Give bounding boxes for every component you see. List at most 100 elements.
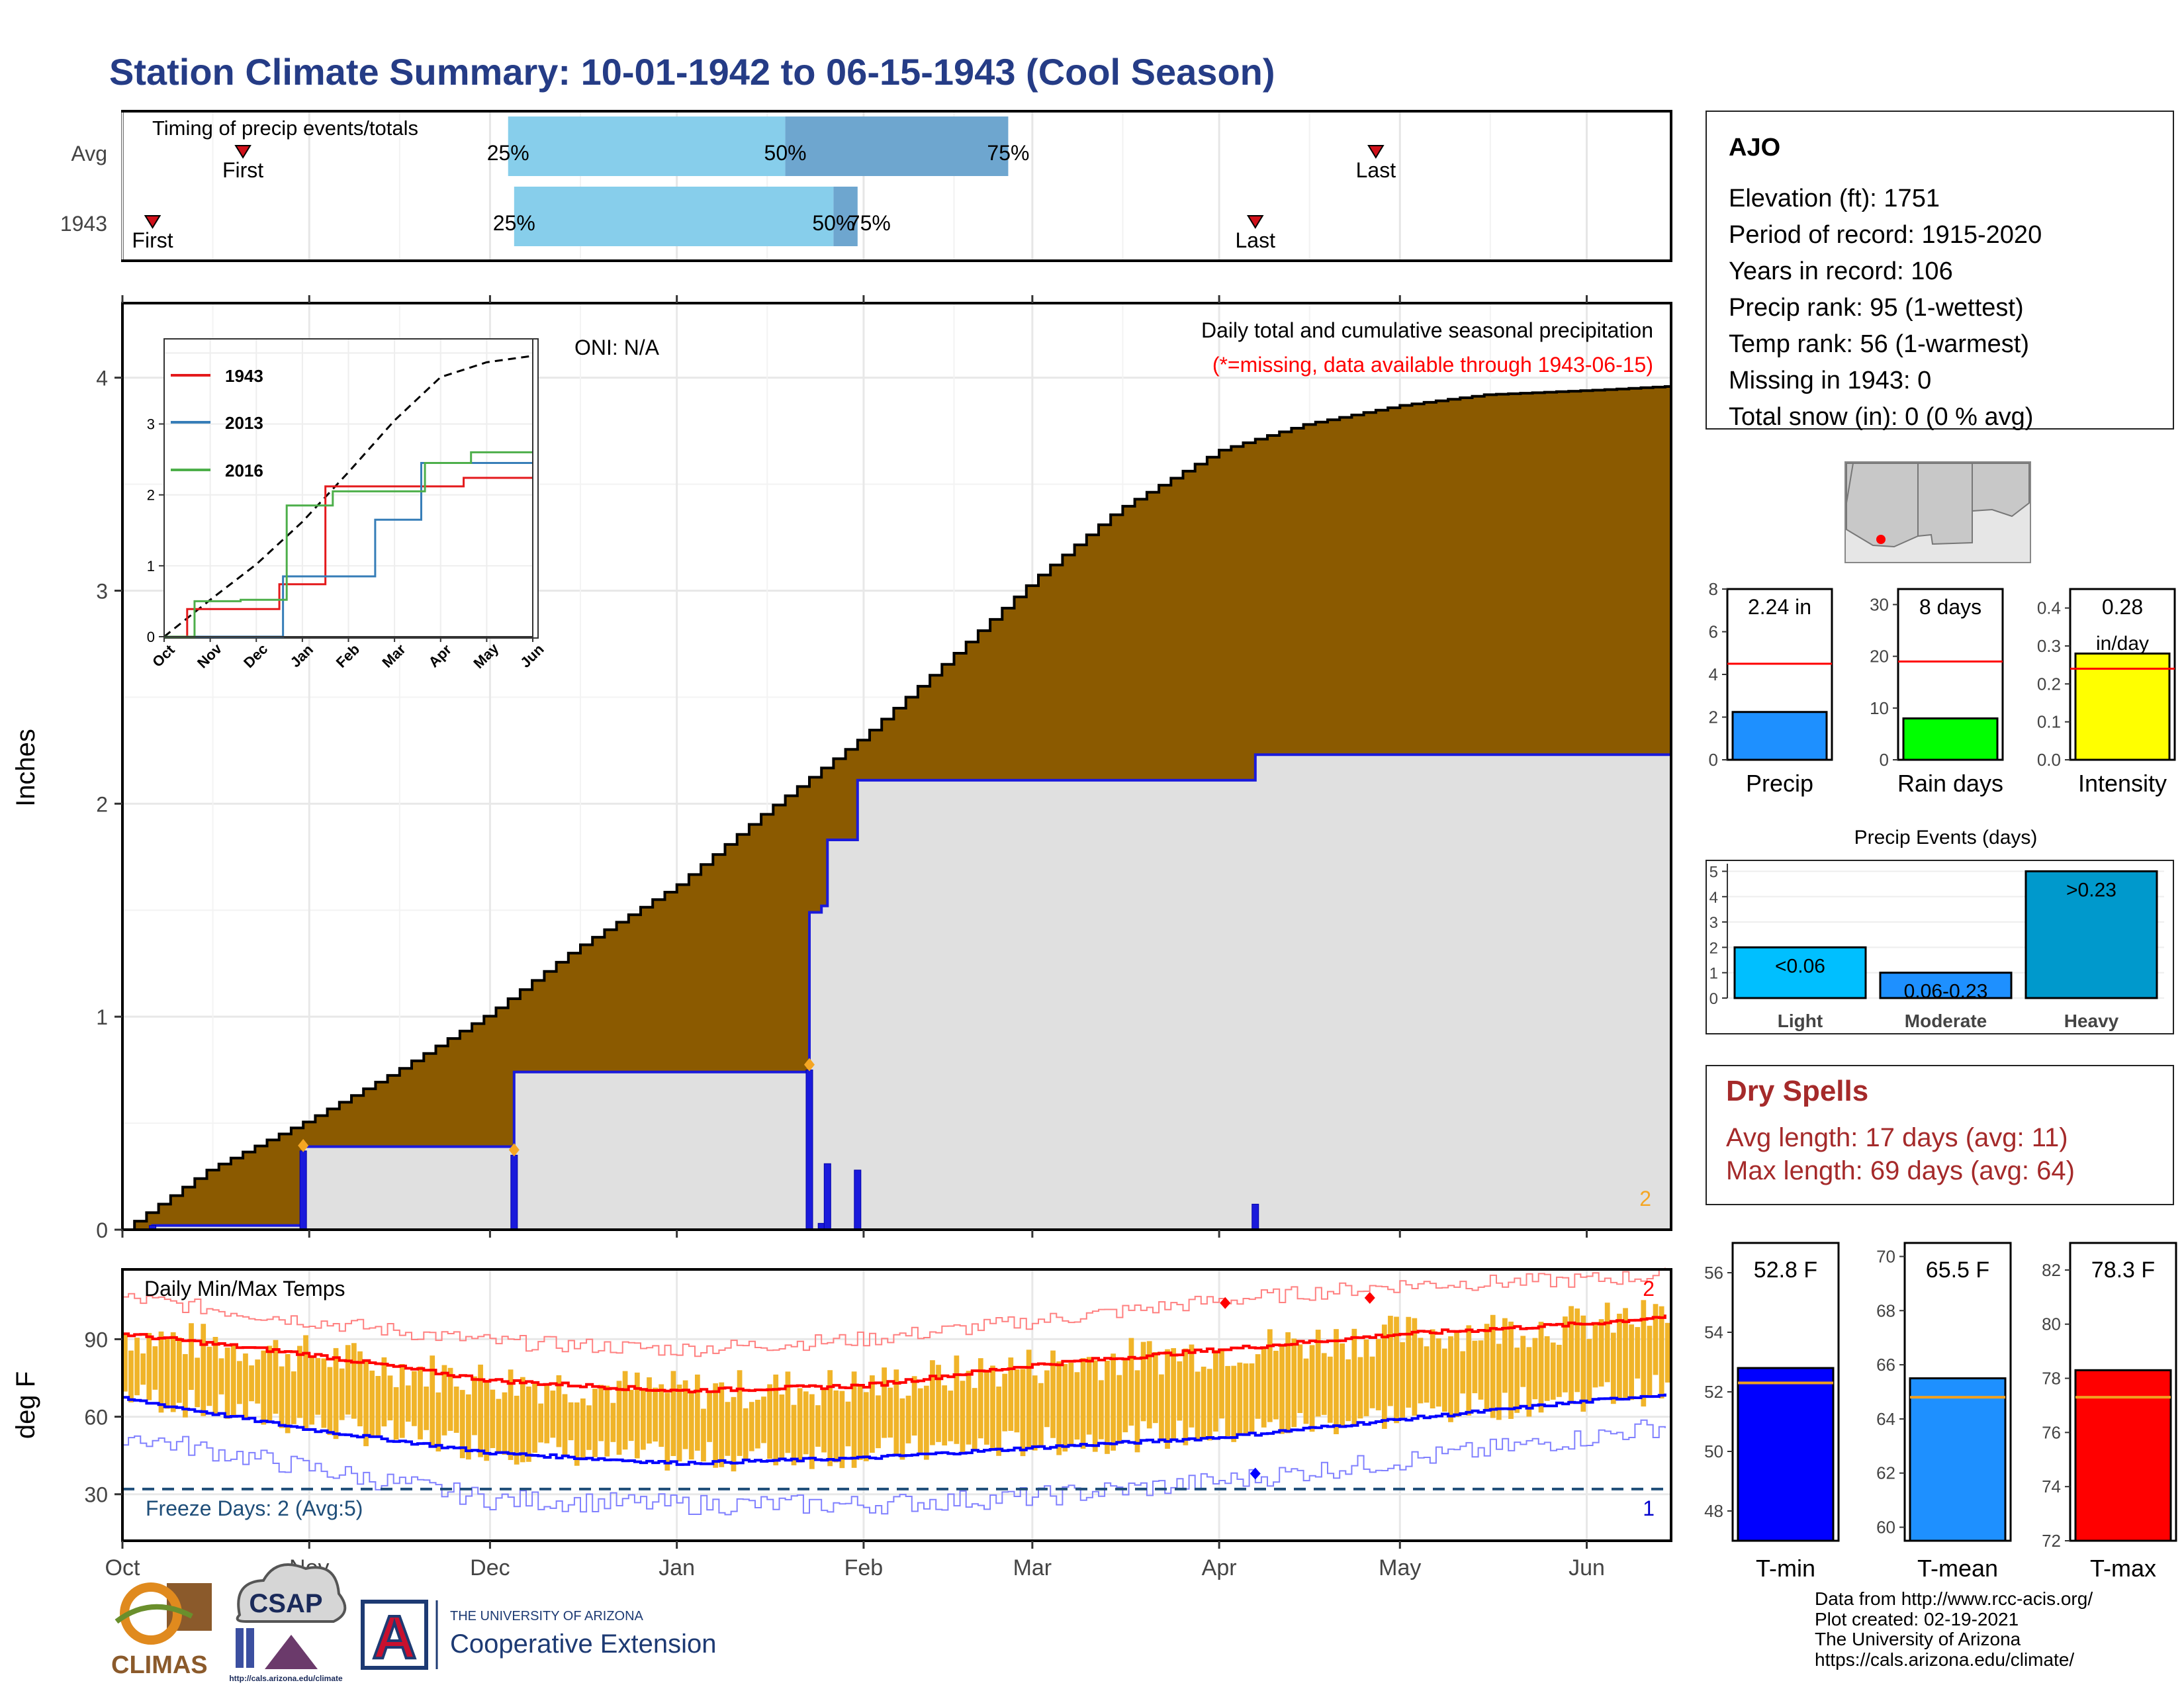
daily-temp-bar [321,1358,327,1428]
daily-temp-bar [315,1357,321,1415]
daily-temp-bar [170,1332,176,1412]
daily-temp-bar [1122,1360,1128,1433]
daily-temp-bar [1074,1372,1080,1440]
daily-temp-bar [544,1385,550,1443]
temp-x-tick-label: Dec [470,1555,510,1580]
daily-temp-bar [1020,1369,1026,1457]
daily-temp-bar [1231,1365,1237,1442]
daily-temp-bar [1249,1363,1255,1432]
daily-temp-bar [1664,1322,1670,1383]
ua-logo-letter: A [373,1604,416,1671]
precip-events-panel: Precip Events (days) 0 1 2 3 4 5 <0.06 Light 0.0… [1706,827,2174,1034]
daily-temp-bar [201,1324,206,1416]
daily-temp-bar [930,1360,935,1445]
daily-temp-bar [628,1390,634,1441]
daily-temp-bar [1369,1356,1375,1408]
temp-bar-value [1737,1367,1835,1542]
daily-temp-bar [1406,1316,1412,1408]
daily-temp-bar [887,1387,893,1438]
daily-temp-bar [682,1380,688,1449]
timing-bar-upper [833,187,858,246]
daily-temp-bar [230,1344,236,1417]
mini-bar-tick-label: 0.1 [2037,712,2061,732]
daily-temp-bar [1538,1322,1544,1413]
daily-temp-bar [508,1369,514,1460]
daily-temp-bar [261,1350,267,1425]
temp-y-ticks: 30 60 90 [84,1328,122,1507]
daily-temp-bar [1038,1383,1044,1447]
daily-temp-bar [1146,1341,1152,1429]
footer-line: The University of Arizona [1815,1629,2021,1649]
daily-temp-bar [164,1338,170,1409]
footer-line: Plot created: 02-19-2021 [1815,1609,2019,1629]
daily-temp-bar [743,1408,749,1460]
daily-temp-bar [1328,1356,1333,1423]
daily-precip-bar [299,1150,307,1230]
inset-frame [163,338,533,637]
station-info-panel: AJO Elevation (ft): 1751 Period of record… [1706,111,2174,431]
daily-temp-bar [1647,1326,1653,1396]
daily-temp-bar [1526,1347,1532,1417]
temp-bar-value-label: 65.5 F [1926,1257,1989,1283]
daily-temp-bar [1454,1330,1459,1417]
station-info-line: Elevation (ft): 1751 [1729,185,1940,212]
daily-precip-bar [805,1070,813,1230]
daily-temp-bar [405,1385,411,1422]
daily-temp-bar [351,1343,357,1419]
csap-logo-text: CSAP [249,1589,322,1618]
mini-bar-charts: 2.24 in 0 2 4 6 8 Precip 8 days 0 10 20 30 Rain days… [1709,579,2176,797]
daily-temp-bar [1460,1351,1466,1394]
csap-cloud [236,1563,347,1623]
daily-temp-bar [218,1358,224,1394]
daily-temp-bar [1152,1351,1158,1424]
events-category-label: Light [1778,1011,1823,1031]
dry-spells-max: Max length: 69 days (avg: 64) [1726,1156,2075,1185]
daily-temp-bar [694,1374,700,1451]
inset-y-tick-label: 0 [147,629,155,645]
daily-precip-bar [1251,1203,1259,1230]
daily-temp-bar [1219,1348,1224,1419]
daily-temp-bar [297,1346,302,1418]
footer-credits: Data from http://www.rcc-acis.org/ Plot … [1815,1588,2093,1670]
ua-logo-top-text: THE UNIVERSITY OF ARIZONA [450,1609,644,1623]
events-category-label: Heavy [2064,1011,2119,1031]
daily-temp-bar [279,1366,285,1428]
daily-temp-bar [339,1368,345,1420]
station-name: AJO [1729,134,1780,161]
temp-bar-tick-label: 64 [1876,1409,1895,1429]
temp-summary-bars: 52.8 F 48 50 52 54 56 T-min 65.5 F 60 62 64 66 68 70 T… [1704,1242,2177,1582]
temp-x-tick-label: Mar [1013,1555,1052,1580]
daily-temp-bar [393,1387,399,1440]
daily-temp-bar [1442,1348,1447,1412]
station-info-line: Years in record: 106 [1729,257,1953,285]
daily-temp-bar [1484,1324,1490,1410]
daily-temp-bar [1375,1339,1381,1410]
dry-spells-avg: Avg length: 17 days (avg: 11) [1726,1123,2068,1152]
daily-temp-bar [447,1367,453,1431]
timing-marker [1246,215,1264,229]
climas-logo-swoosh [114,1604,193,1624]
daily-temp-bar [863,1392,869,1461]
inset-avg-line [163,355,533,638]
daily-temp-bar [183,1353,188,1418]
daily-temp-bar [532,1383,537,1453]
events-y-tick-label: 0 [1709,990,1718,1008]
daily-temp-bar [604,1385,610,1457]
daily-temp-bar [514,1395,520,1465]
daily-precip-marker [508,1143,520,1157]
daily-temp-bar [1472,1340,1478,1394]
temp-x-tick-label: Jun [1569,1555,1605,1580]
timing-p50-label: 50% [764,141,807,165]
dry-spells-panel: Dry Spells Avg length: 17 days (avg: 11)… [1706,1065,2174,1205]
daily-temp-bar [441,1365,447,1436]
timing-p75-label: 75% [848,211,891,235]
temp-bar-tick-label: 54 [1704,1322,1723,1342]
daily-temp-bar [773,1374,779,1466]
station-info-box [1706,111,2174,430]
daily-temp-bar [670,1371,676,1456]
temp-x-tick-label: Jan [659,1555,695,1580]
temp-bar-tick-label: 66 [1876,1355,1895,1375]
temp-bar-tick-label: 48 [1704,1501,1723,1521]
daily-temp-bar [1002,1373,1008,1432]
temp-bar-tick-label: 50 [1704,1441,1723,1461]
